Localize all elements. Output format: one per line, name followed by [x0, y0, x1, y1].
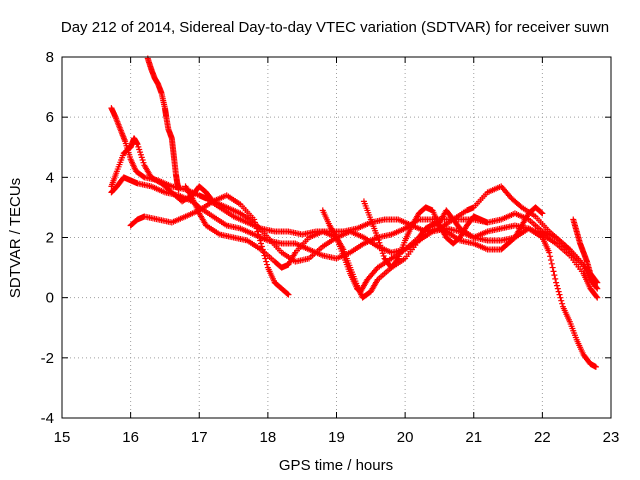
data-point: [258, 240, 265, 247]
data-point: [546, 249, 553, 256]
data-point: [253, 225, 260, 232]
data-series-track-4: [127, 192, 292, 298]
y-tick-label: 8: [46, 49, 54, 66]
y-tick-label: 0: [46, 290, 54, 307]
data-point: [377, 242, 384, 249]
data-point: [255, 231, 262, 238]
x-tick-label: 22: [534, 429, 551, 446]
data-point: [136, 146, 143, 153]
x-tick-label: 19: [328, 429, 345, 446]
x-axis-label: GPS time / hours: [279, 457, 393, 474]
data-point: [380, 252, 387, 259]
x-tick-label: 23: [603, 429, 620, 446]
data-point: [549, 264, 556, 271]
y-tick-label: -2: [41, 350, 54, 367]
data-point: [593, 284, 600, 291]
y-axis: -4 -2 0 2 4 6 8: [41, 49, 611, 427]
data-point: [256, 234, 263, 241]
data-series-track-7: [360, 198, 491, 271]
data-point: [140, 173, 147, 180]
data-point: [284, 290, 291, 297]
y-tick-label: 4: [46, 169, 54, 186]
data-point: [484, 219, 491, 226]
data-point: [548, 260, 555, 267]
data-point: [175, 186, 182, 193]
data-point: [138, 154, 145, 161]
y-tick-label: -4: [41, 410, 54, 427]
data-point: [376, 239, 383, 246]
data-point: [139, 157, 146, 164]
data-point: [547, 253, 554, 260]
data-point: [140, 159, 147, 166]
data-point: [539, 210, 546, 217]
data-point: [252, 222, 259, 229]
data-point: [550, 268, 557, 275]
data-point: [137, 151, 144, 158]
data-point: [375, 237, 382, 244]
x-tick-label: 20: [397, 429, 414, 446]
data-point: [378, 247, 385, 254]
y-axis-label: SDTVAR / TECUs: [7, 178, 24, 298]
data-point: [559, 300, 566, 307]
data-point: [394, 256, 401, 263]
data-point: [137, 149, 144, 156]
x-axis: 15 16 17 18 19 20 21 22 23: [54, 57, 620, 446]
data-point: [587, 270, 594, 277]
data-point: [262, 255, 269, 262]
y-tick-label: 6: [46, 109, 54, 126]
x-tick-label: 18: [260, 429, 277, 446]
data-point: [285, 291, 292, 298]
data-point: [252, 219, 259, 226]
data-point: [264, 261, 271, 268]
data-series-track-8: [144, 55, 182, 193]
data-point: [257, 237, 264, 244]
x-tick-label: 21: [465, 429, 482, 446]
data-point: [263, 258, 270, 265]
data-point: [557, 294, 564, 301]
data-point: [556, 291, 563, 298]
data-point: [538, 209, 545, 216]
x-tick-label: 17: [191, 429, 208, 446]
data-points: [108, 55, 601, 370]
data-point: [135, 143, 142, 150]
data-point: [254, 228, 261, 235]
data-point: [552, 275, 559, 282]
data-point: [378, 245, 385, 252]
data-point: [594, 294, 601, 301]
data-point: [553, 279, 560, 286]
data-point: [554, 285, 561, 292]
data-point: [251, 216, 258, 223]
data-series-track-9: [570, 216, 594, 277]
data-point: [592, 363, 599, 370]
data-point: [558, 297, 565, 304]
data-point: [551, 272, 558, 279]
data-point: [594, 285, 601, 292]
x-tick-label: 16: [122, 429, 139, 446]
data-point: [555, 288, 562, 295]
data-point: [547, 257, 554, 264]
data-point: [593, 293, 600, 300]
data-point: [517, 203, 524, 210]
data-point: [374, 234, 381, 241]
data-point: [379, 250, 386, 257]
y-tick-label: 2: [46, 230, 54, 247]
data-point: [553, 282, 560, 289]
chart-title: Day 212 of 2014, Sidereal Day-to-day VTE…: [61, 19, 609, 36]
x-tick-label: 15: [54, 429, 71, 446]
data-series-track-6: [319, 204, 546, 295]
data-point: [134, 141, 141, 148]
